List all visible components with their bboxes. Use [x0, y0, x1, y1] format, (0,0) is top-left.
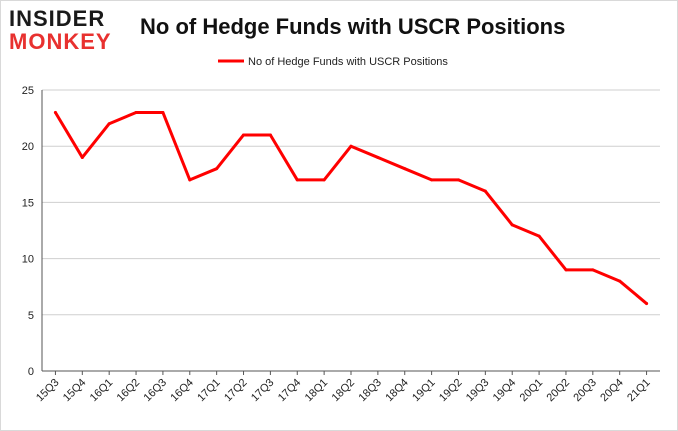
x-tick-label: 18Q3 [356, 377, 384, 405]
x-tick-label: 21Q1 [625, 377, 653, 405]
x-tick-label: 17Q3 [249, 377, 277, 405]
x-tick-label: 18Q1 [303, 377, 331, 405]
data-point [456, 178, 460, 182]
axes [41, 90, 660, 375]
y-tick-label: 25 [22, 85, 34, 97]
data-point [403, 167, 407, 171]
data-point [53, 110, 57, 114]
x-tick-label: 18Q4 [383, 377, 411, 405]
data-point [295, 178, 299, 182]
legend: No of Hedge Funds with USCR Positions [218, 56, 448, 68]
data-point [483, 189, 487, 193]
data-point [107, 122, 111, 126]
data-point [215, 167, 219, 171]
x-tick-label: 20Q3 [571, 377, 599, 405]
x-tick-label: 19Q3 [464, 377, 492, 405]
data-point [591, 268, 595, 272]
x-tick-label: 19Q2 [437, 377, 465, 405]
data-point [376, 155, 380, 159]
data-point [322, 178, 326, 182]
data-point [349, 144, 353, 148]
y-tick-label: 10 [22, 254, 34, 266]
data-point [161, 110, 165, 114]
x-tick-label: 16Q3 [142, 377, 170, 405]
x-tick-label: 18Q2 [330, 377, 358, 405]
x-tick-labels: 15Q3 15Q4 16Q1 16Q2 16Q3 16Q4 17Q1 17Q2 17Q3 17Q4… [34, 377, 653, 405]
x-tick-label: 17Q2 [222, 377, 250, 405]
x-tick-label: 19Q1 [410, 377, 438, 405]
x-tick-label: 15Q3 [34, 377, 62, 405]
data-point [510, 223, 514, 227]
chart-title: No of Hedge Funds with USCR Positions [140, 14, 566, 39]
grid-lines [42, 89, 660, 316]
data-point [645, 302, 649, 306]
data-point [268, 133, 272, 137]
x-tick-label: 20Q2 [545, 377, 573, 405]
logo-line-insider: INSIDER [9, 6, 106, 31]
y-tick-label: 20 [22, 141, 34, 153]
insider-monkey-logo: INSIDER MONKEY [9, 8, 127, 53]
x-tick-label: 20Q1 [518, 377, 546, 405]
x-tick-label: 16Q1 [88, 377, 116, 405]
y-tick-label: 5 [28, 310, 34, 322]
data-point [134, 110, 138, 114]
data-point [188, 178, 192, 182]
data-point [564, 268, 568, 272]
x-tick-label: 16Q2 [115, 377, 143, 405]
x-tick-label: 17Q1 [195, 377, 223, 405]
series-line [53, 110, 649, 306]
data-point [430, 178, 434, 182]
data-point [537, 234, 541, 238]
data-point [242, 133, 246, 137]
logo-line-monkey: MONKEY [9, 29, 112, 54]
x-tick-label: 20Q4 [598, 377, 626, 405]
legend-label: No of Hedge Funds with USCR Positions [248, 56, 448, 68]
x-tick-label: 16Q4 [168, 377, 196, 405]
x-tick-label: 17Q4 [276, 377, 304, 405]
y-tick-label: 0 [28, 366, 34, 378]
x-tick-label: 15Q4 [61, 377, 89, 405]
y-tick-labels: 0 5 10 15 20 25 [22, 85, 34, 378]
series-layer [53, 110, 649, 306]
data-point [80, 155, 84, 159]
data-point [618, 279, 622, 283]
y-tick-label: 15 [22, 197, 34, 209]
x-tick-label: 19Q4 [491, 377, 519, 405]
